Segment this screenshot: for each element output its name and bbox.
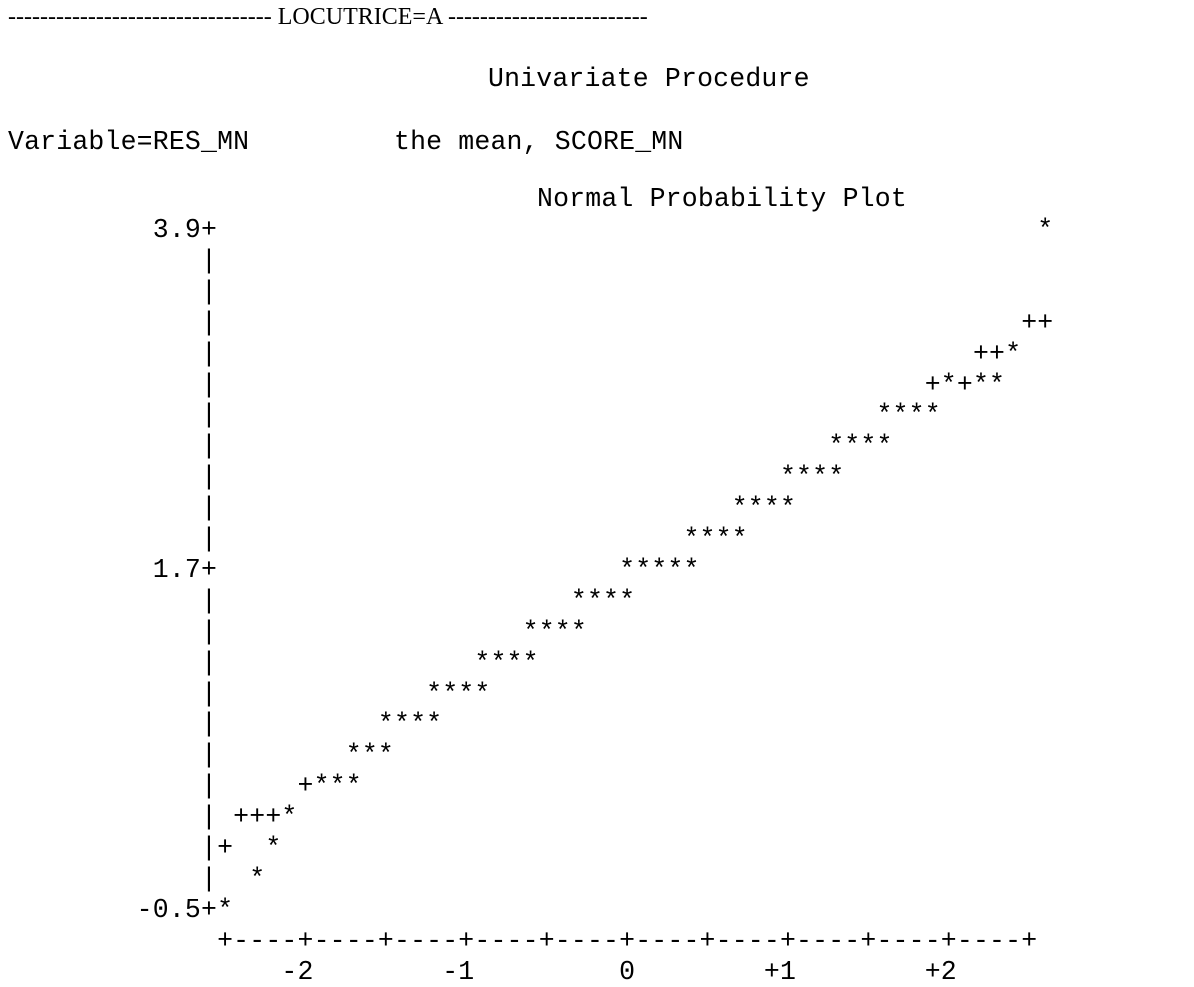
group-header: --------------------------------- LOCUTR… [8, 2, 648, 32]
plot-line: | **** [8, 585, 636, 616]
plot-line: | **** [8, 431, 893, 462]
plot-line: | ++* [8, 338, 1022, 369]
plot-line: | +*** [8, 771, 362, 802]
plot-line: 1.7+ ***** [8, 554, 700, 585]
plot-line: | [8, 245, 218, 276]
plot-line: | **** [8, 462, 845, 493]
plot-title: Normal Probability Plot [537, 184, 907, 214]
plot-line: +----+----+----+----+----+----+----+----… [8, 925, 1038, 956]
plot-line: | ++ [8, 307, 1054, 338]
plot-line: |+ * [8, 833, 282, 863]
variable-line: Variable=RES_MN the mean, SCORE_MN [8, 127, 684, 157]
plot-line: | **** [8, 616, 587, 647]
plot-line: | **** [8, 400, 941, 431]
plot-line: | **** [8, 524, 748, 554]
plot-line: | **** [8, 647, 539, 678]
plot-line: | **** [8, 493, 797, 524]
plot-line: | **** [8, 678, 491, 709]
plot-line: | +++* [8, 802, 298, 833]
plot-line: 3.9+ * [8, 215, 1054, 245]
procedure-title: Univariate Procedure [488, 64, 810, 94]
header-dashes-right: ------------------------- [447, 4, 648, 30]
plot-line: -0.5+* [8, 894, 234, 925]
group-label: LOCUTRICE=A [277, 4, 442, 30]
plot-line: | **** [8, 709, 443, 740]
plot-line: | +*+** [8, 369, 1006, 400]
plot-line: -2 -1 0 +1 +2 [8, 956, 957, 987]
plot-line: | * [8, 863, 266, 894]
plot-line: | *** [8, 740, 394, 771]
plot-line: | [8, 276, 218, 307]
header-dashes-left: --------------------------------- [8, 4, 272, 30]
